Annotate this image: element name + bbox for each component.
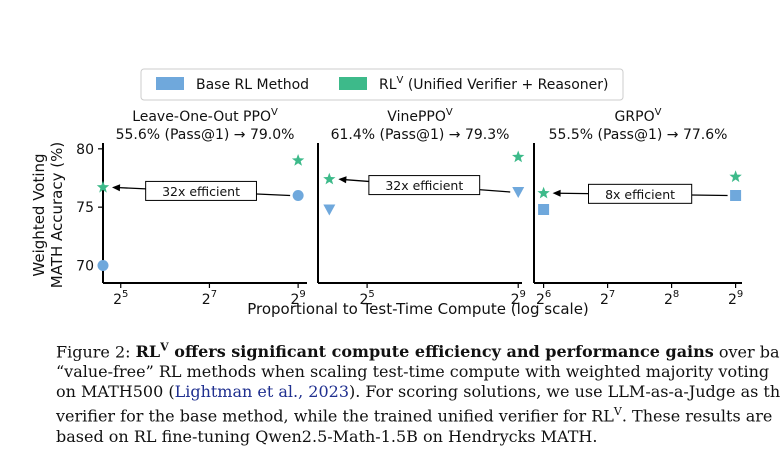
base-point	[538, 204, 550, 215]
legend-label-rlv: RLV (Unified Verifier + Reasoner)	[379, 75, 609, 93]
chart-panels: Leave-One-Out PPOV 55.6% (Pass@1) → 79.0%…	[76, 107, 743, 308]
x-tick-label: 25	[113, 289, 128, 308]
rlv-point	[729, 170, 742, 183]
panel-subtitle: 61.4% (Pass@1) → 79.3%	[331, 127, 510, 143]
efficiency-annotation-label: 32x efficient	[385, 178, 463, 193]
x-tick-label: 29	[728, 289, 743, 308]
caption-fig-label: Figure 2:	[56, 342, 136, 362]
caption-line-3: on MATH500 (Lightman et al., 2023). For …	[56, 382, 780, 402]
rlv-point	[537, 186, 550, 199]
efficiency-annotation-label: 8x efficient	[605, 187, 675, 202]
x-tick-label: 28	[664, 289, 679, 308]
y-tick-label: 80	[76, 142, 94, 158]
base-point	[730, 190, 742, 201]
efficiency-arrow-head	[338, 176, 347, 184]
legend-swatch-rlv	[339, 77, 367, 90]
x-tick-label: 27	[600, 289, 615, 308]
caption-line-2: “value-free” RL methods when scaling tes…	[56, 362, 770, 382]
base-point	[97, 260, 109, 271]
efficiency-annotation-label: 32x efficient	[162, 184, 240, 199]
figure-caption: Figure 2: RLV offers significant compute…	[56, 338, 780, 447]
y-tick-label: 70	[76, 259, 94, 275]
legend-swatch-base	[156, 77, 184, 90]
rlv-point	[323, 172, 336, 185]
panel-3: GRPOV 55.5% (Pass@1) → 77.6% 26 27 28 29 8x ef…	[533, 107, 743, 308]
panel-1: Leave-One-Out PPOV 55.6% (Pass@1) → 79.0%…	[76, 107, 307, 308]
panel-subtitle: 55.6% (Pass@1) → 79.0%	[116, 127, 295, 143]
base-point	[292, 190, 304, 201]
caption-line-4: verifier for the base method, while the …	[56, 405, 773, 426]
figure: Base RL Method RLV (Unified Verifier + R…	[30, 68, 743, 318]
efficiency-arrow-head	[112, 184, 121, 192]
efficiency-arrow-head	[552, 189, 561, 197]
y-axis-label-line1: Weighted Voting	[30, 153, 48, 276]
panel-title: GRPOV	[615, 107, 662, 125]
caption-line-1: Figure 2: RLV offers significant compute…	[56, 341, 780, 362]
caption-bold: RLV offers significant compute efficienc…	[135, 341, 714, 362]
panel-title: VinePPOV	[387, 107, 453, 125]
rlv-point	[291, 154, 305, 166]
x-tick-label: 25	[359, 289, 374, 308]
x-tick-label: 29	[511, 289, 526, 308]
y-tick-label: 75	[76, 200, 94, 216]
x-axis-label: Proportional to Test-Time Compute (log s…	[247, 300, 589, 318]
panel-title: Leave-One-Out PPOV	[132, 107, 278, 125]
efficiency-annotation-box	[145, 180, 257, 201]
y-axis-label-line2: MATH Accuracy (%)	[48, 142, 66, 288]
rlv-point	[96, 180, 110, 193]
base-point	[323, 204, 336, 216]
efficiency-annotation-box	[368, 175, 481, 196]
x-tick-label: 27	[202, 289, 217, 308]
panel-2: VinePPOV 61.4% (Pass@1) → 79.3% 25 29 32x ef…	[317, 107, 526, 308]
base-point	[512, 187, 525, 198]
legend: Base RL Method RLV (Unified Verifier + R…	[140, 68, 624, 101]
rlv-point	[512, 150, 525, 163]
legend-label-base: Base RL Method	[196, 77, 309, 93]
caption-line-5: based on RL fine-tuning Qwen2.5-Math-1.5…	[56, 426, 598, 446]
panel-subtitle: 55.5% (Pass@1) → 77.6%	[549, 127, 728, 143]
x-tick-label: 29	[290, 289, 305, 308]
efficiency-annotation-box	[588, 183, 693, 204]
legend-frame	[140, 68, 624, 101]
x-tick-label: 26	[536, 289, 551, 308]
y-axis-label: Weighted Voting MATH Accuracy (%)	[30, 142, 66, 288]
caption-citation-link[interactable]: Lightman et al., 2023	[174, 382, 350, 402]
